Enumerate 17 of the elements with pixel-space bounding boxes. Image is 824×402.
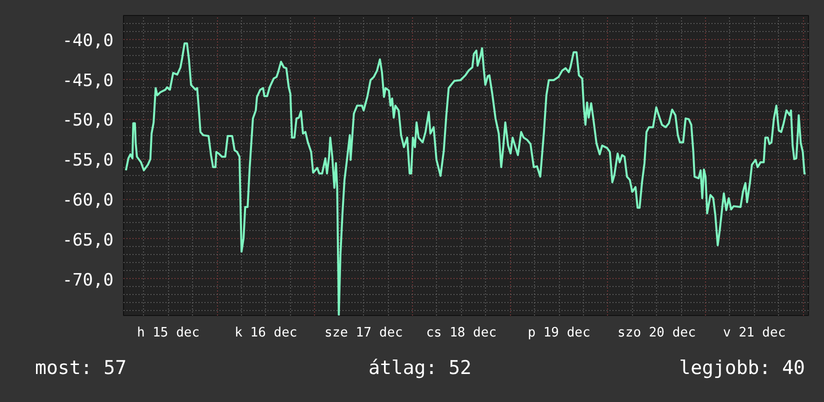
y-tick-label: -45,0 xyxy=(62,70,114,91)
y-tick-label: -40,0 xyxy=(62,30,114,51)
text: átlag: 52 xyxy=(368,356,472,381)
x-tick-label: szo 20 dec xyxy=(618,326,696,340)
y-tick-label: -50,0 xyxy=(62,110,114,131)
x-tick-label: cs 18 dec xyxy=(426,326,497,340)
text: legjobb: 40 xyxy=(679,356,805,381)
x-tick-label: k 16 dec xyxy=(234,326,298,340)
text: most: 57 xyxy=(35,356,127,381)
x-tick-label: p 19 dec xyxy=(528,326,590,340)
x-tick-label: h 15 dec xyxy=(136,326,200,340)
x-tick-label: v 21 dec xyxy=(723,326,786,340)
y-tick-label: -70,0 xyxy=(62,270,114,290)
y-tick-label: -55,0 xyxy=(62,150,114,171)
y-tick-label: -65,0 xyxy=(62,230,114,250)
x-tick-label: sze 17 dec xyxy=(324,326,403,340)
y-tick-label: -60,0 xyxy=(62,190,114,211)
